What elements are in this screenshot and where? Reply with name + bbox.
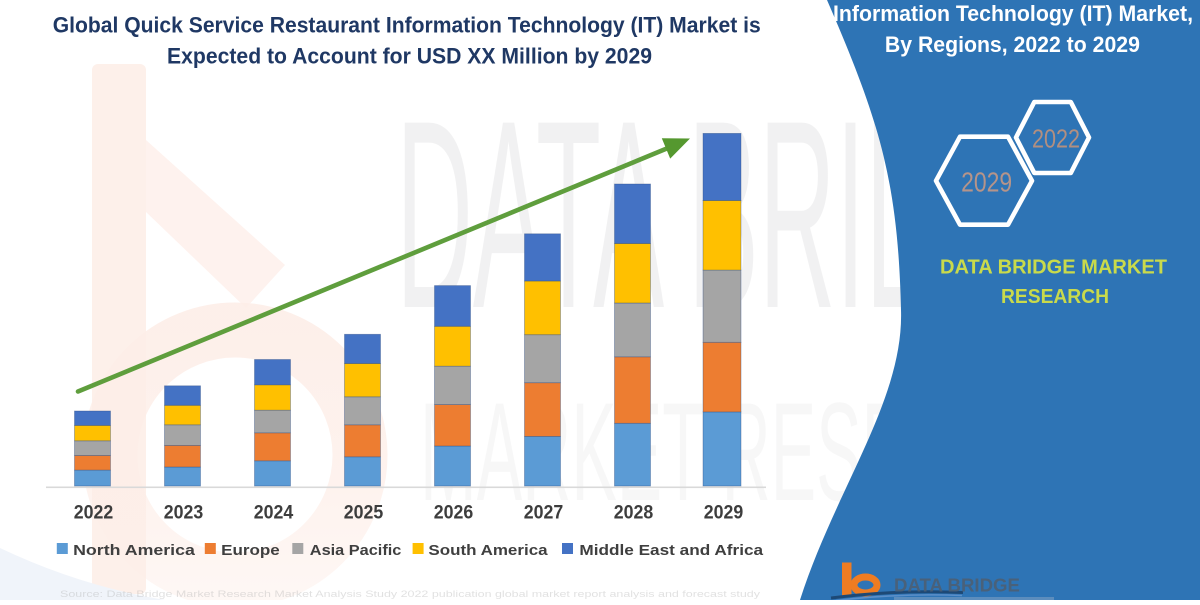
- svg-text:By Regions, 2022 to 2029: By Regions, 2022 to 2029: [885, 32, 1140, 57]
- svg-text:DATA BRIDGE: DATA BRIDGE: [894, 575, 1020, 596]
- svg-text:RESEARCH: RESEARCH: [1001, 285, 1109, 308]
- svg-text:2026: 2026: [434, 503, 474, 524]
- svg-text:2025: 2025: [344, 503, 384, 524]
- svg-text:Middle East and Africa: Middle East and Africa: [579, 543, 764, 559]
- svg-text:North America: North America: [73, 543, 196, 559]
- svg-text:Asia Pacific: Asia Pacific: [310, 543, 402, 559]
- svg-text:2027: 2027: [524, 503, 564, 524]
- svg-text:2024: 2024: [254, 503, 294, 524]
- svg-text:South America: South America: [428, 543, 548, 559]
- svg-text:DATA BRIDGE MARKET: DATA BRIDGE MARKET: [940, 256, 1167, 279]
- svg-text:2022: 2022: [74, 503, 114, 524]
- svg-text:Information Technology (IT) Ma: Information Technology (IT) Market,: [833, 1, 1193, 26]
- svg-text:Source: Data Bridge Market Res: Source: Data Bridge Market Research Mark…: [60, 589, 761, 599]
- svg-text:Expected to Account for USD XX: Expected to Account for USD XX Million b…: [167, 44, 652, 69]
- svg-text:2022: 2022: [1032, 123, 1080, 153]
- svg-text:Global Quick Service Restauran: Global Quick Service Restaurant Informat…: [53, 13, 761, 38]
- svg-text:2029: 2029: [961, 166, 1012, 197]
- svg-text:2028: 2028: [614, 503, 654, 524]
- svg-text:2029: 2029: [704, 503, 744, 524]
- svg-text:2023: 2023: [164, 503, 204, 524]
- svg-text:Europe: Europe: [221, 543, 280, 559]
